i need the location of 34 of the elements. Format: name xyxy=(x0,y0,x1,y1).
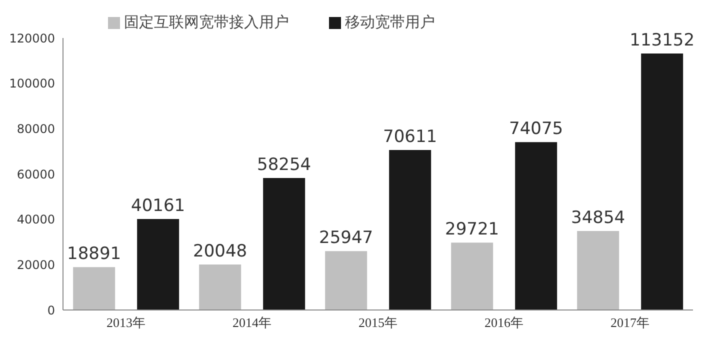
bar xyxy=(451,242,494,310)
y-tick-label: 100000 xyxy=(9,76,55,91)
data-label: 113152 xyxy=(630,30,695,51)
x-tick-label: 2017年 xyxy=(610,315,650,330)
y-tick-label: 40000 xyxy=(16,212,55,227)
x-tick-label: 2014年 xyxy=(232,315,272,330)
y-tick-label: 60000 xyxy=(16,167,55,182)
bar xyxy=(389,150,432,310)
y-tick-label: 80000 xyxy=(16,122,55,136)
data-label: 18891 xyxy=(67,244,122,264)
bar xyxy=(577,231,620,310)
legend-label: 移动宽带用户 xyxy=(345,13,435,31)
x-tick-label: 2016年 xyxy=(484,315,524,330)
x-tick-label: 2013年 xyxy=(106,315,146,330)
y-tick-label: 120000 xyxy=(9,31,55,46)
legend-label: 固定互联网宽带接入用户 xyxy=(124,13,289,31)
y-tick-label: 20000 xyxy=(16,258,55,272)
data-label: 25947 xyxy=(319,228,374,248)
bar xyxy=(73,267,116,310)
data-label: 40161 xyxy=(131,196,186,216)
bar xyxy=(515,142,558,310)
bar xyxy=(325,251,368,310)
data-label: 29721 xyxy=(445,220,500,240)
bar xyxy=(199,264,242,310)
data-label: 20048 xyxy=(193,242,248,262)
data-label: 74075 xyxy=(509,119,564,140)
data-label: 34854 xyxy=(571,208,626,228)
y-tick-label: 0 xyxy=(47,303,55,318)
bar xyxy=(641,54,684,310)
data-label: 58254 xyxy=(257,154,312,175)
x-tick-label: 2015年 xyxy=(358,315,398,330)
data-label: 70611 xyxy=(383,126,438,147)
bar xyxy=(137,218,180,310)
bar xyxy=(263,178,306,310)
